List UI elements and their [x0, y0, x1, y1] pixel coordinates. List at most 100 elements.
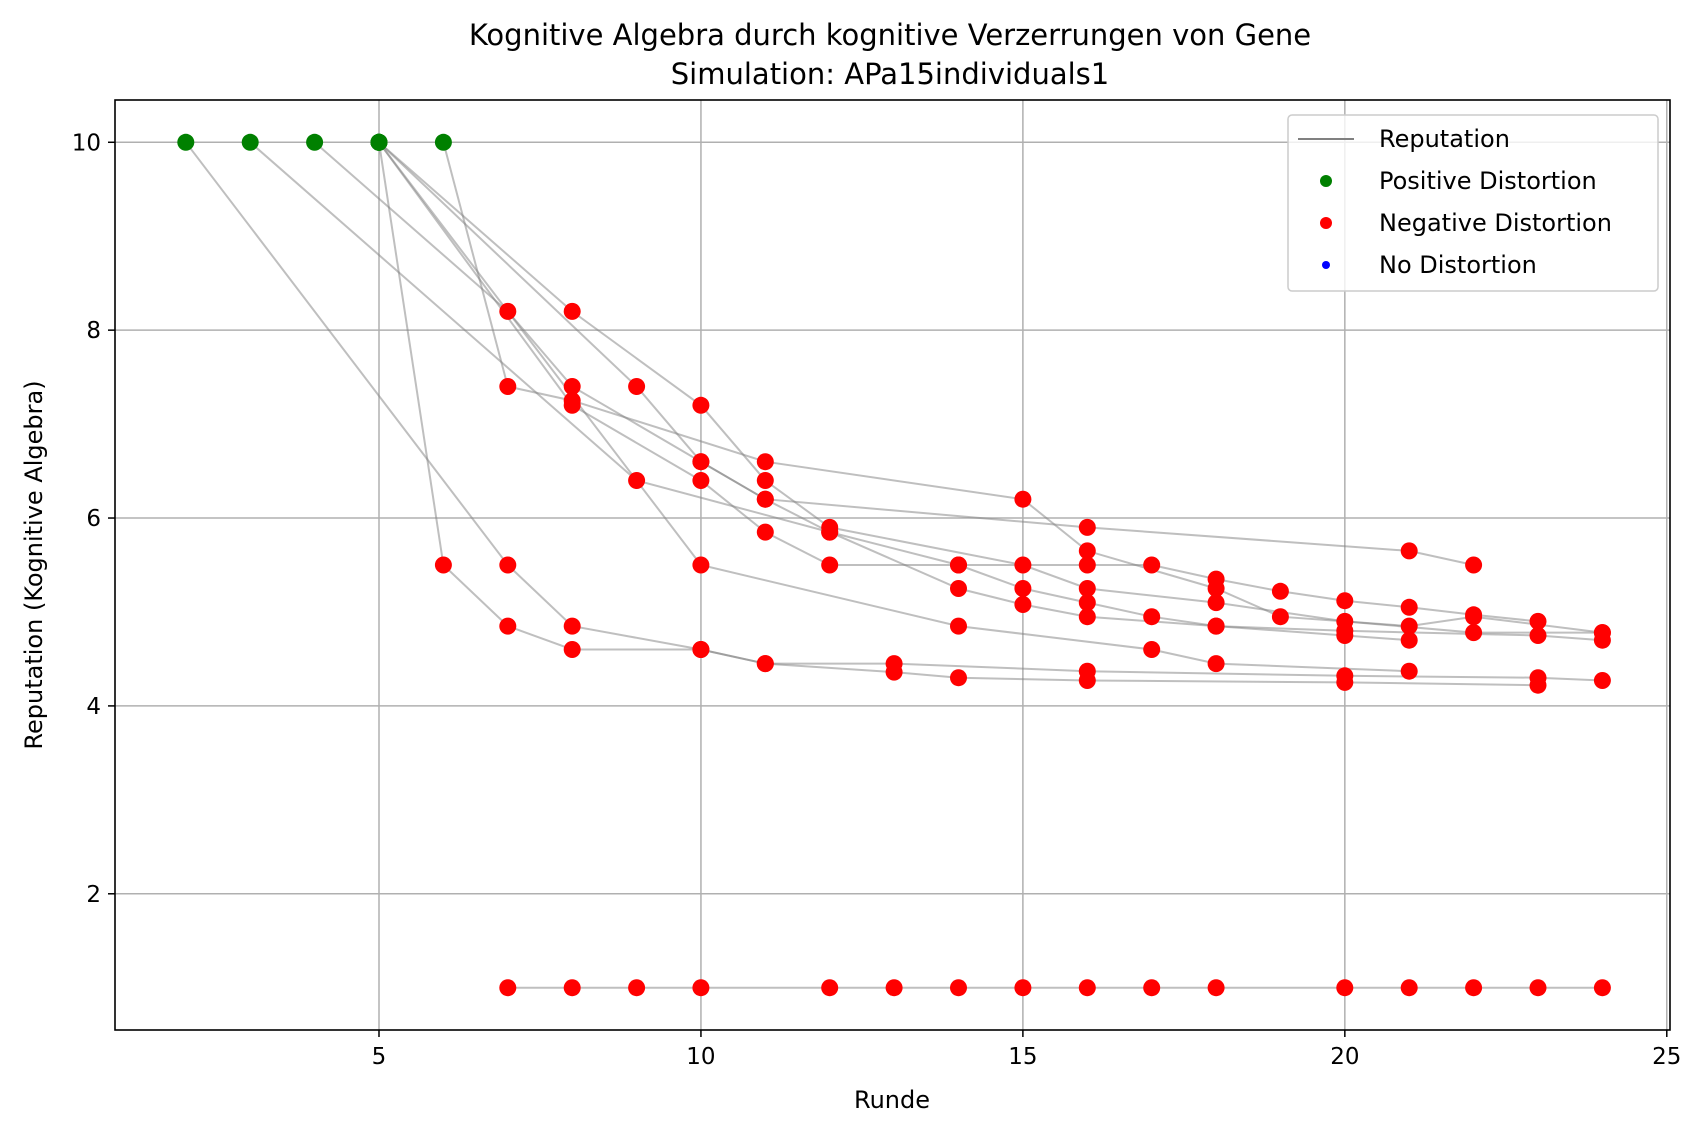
negative-point-3-5: [756, 655, 774, 673]
negative-point-9-10: [1207, 979, 1225, 997]
negative-point-7-10: [1593, 624, 1611, 642]
legend-marker-positive: [1320, 175, 1332, 187]
negative-point-3-9: [1529, 669, 1547, 687]
negative-point-5-4: [821, 556, 839, 574]
negative-point-2-6: [950, 580, 967, 597]
negative-point-9-1: [563, 979, 581, 997]
negative-point-3-10: [1593, 672, 1611, 689]
x-tick-label: 20: [1330, 1044, 1359, 1070]
negative-point-3-4: [692, 641, 710, 658]
negative-point-2-2: [563, 378, 581, 395]
x-axis-label: Runde: [854, 1086, 930, 1114]
positive-point-2-0: [306, 133, 324, 151]
negative-point-2-9: [1207, 617, 1225, 635]
y-tick-label: 8: [86, 318, 101, 344]
negative-point-8-5: [1400, 662, 1418, 680]
negative-point-9-13: [1465, 979, 1483, 997]
negative-point-9-5: [885, 979, 903, 997]
negative-point-9-7: [1014, 979, 1032, 997]
negative-point-7-7: [1271, 608, 1289, 626]
negative-point-9-0: [499, 979, 517, 997]
negative-point-5-2: [692, 472, 710, 489]
negative-point-5-5: [950, 556, 967, 574]
negative-point-1-5: [1078, 594, 1096, 612]
legend-label-none: No Distortion: [1379, 251, 1537, 279]
negative-point-3-2: [499, 617, 517, 635]
negative-point-3-7: [1078, 662, 1096, 680]
data-points: [177, 133, 1611, 997]
positive-point-1-0: [241, 133, 259, 151]
negative-point-9-14: [1529, 979, 1547, 997]
negative-point-2-1: [499, 302, 517, 320]
reputation-line-8: [378, 141, 1410, 673]
negative-point-8-3: [1143, 641, 1161, 658]
negative-point-1-4: [1014, 580, 1032, 597]
negative-point-4-1: [563, 302, 581, 320]
negative-point-5-9: [1271, 582, 1289, 600]
negative-point-7-5: [1078, 542, 1096, 560]
negative-point-7-9: [1465, 608, 1483, 626]
negative-point-7-1: [499, 378, 517, 395]
negative-point-9-4: [821, 979, 839, 997]
negative-point-6-2: [692, 453, 710, 471]
y-axis-label: Reputation (Kognitive Algebra): [20, 380, 48, 749]
positive-point-8-0: [370, 133, 388, 151]
negative-point-2-7: [1014, 596, 1032, 613]
negative-point-3-3: [563, 641, 581, 658]
reputation-line-5: [378, 141, 1539, 623]
negative-point-5-6: [1078, 556, 1096, 574]
legend-box: [1287, 114, 1659, 292]
plot-frame: [114, 99, 1671, 1031]
negative-point-6-4: [1078, 518, 1096, 536]
negative-point-6-1: [628, 378, 646, 395]
legend-label-negative: Negative Distortion: [1379, 209, 1612, 237]
reputation-line-0: [185, 141, 1539, 687]
legend: Reputation Positive Distortion Negative …: [1287, 114, 1659, 292]
x-tick-label: 10: [686, 1044, 715, 1070]
positive-point-0-0: [177, 133, 195, 151]
chart-subtitle: Simulation: APa15individuals1: [671, 57, 1109, 91]
negative-point-6-5: [1400, 542, 1418, 560]
negative-point-4-2: [692, 396, 710, 414]
negative-point-2-8: [1078, 608, 1096, 626]
negative-point-8-1: [692, 556, 710, 574]
negative-point-4-7: [1207, 594, 1225, 612]
negative-point-4-8: [1336, 612, 1354, 630]
y-tick-label: 2: [86, 882, 101, 908]
negative-point-3-1: [434, 556, 452, 574]
y-axis-ticks: 2 4 6 8 10: [72, 130, 115, 908]
negative-point-7-8: [1400, 617, 1418, 635]
negative-point-9-6: [950, 979, 967, 997]
negative-point-6-3: [756, 490, 774, 508]
y-tick-label: 10: [72, 130, 101, 156]
negative-point-7-4: [1014, 490, 1032, 508]
negative-point-5-3: [756, 523, 774, 541]
negative-point-6-6: [1465, 556, 1483, 574]
y-tick-label: 6: [86, 506, 101, 532]
negative-point-0-1: [499, 556, 517, 574]
negative-point-9-12: [1400, 979, 1418, 997]
negative-point-8-4: [1207, 655, 1225, 673]
negative-point-9-15: [1593, 979, 1611, 997]
negative-point-7-3: [756, 453, 774, 471]
negative-point-3-6: [885, 655, 903, 673]
negative-point-5-7: [1143, 556, 1161, 574]
negative-point-9-9: [1143, 979, 1161, 997]
negative-point-9-2: [628, 979, 646, 997]
negative-point-4-6: [1078, 580, 1096, 597]
x-tick-label: 25: [1652, 1044, 1681, 1070]
y-tick-label: 4: [86, 694, 101, 720]
negative-point-0-2: [563, 617, 581, 635]
negative-point-1-6: [1143, 608, 1161, 626]
negative-point-1-9: [1400, 631, 1418, 649]
negative-point-7-6: [1207, 580, 1225, 597]
negative-point-4-3: [756, 472, 774, 489]
negative-point-1-1: [628, 472, 646, 489]
legend-marker-negative: [1320, 217, 1332, 229]
negative-point-4-5: [1014, 556, 1032, 574]
negative-point-0-6: [950, 669, 967, 687]
negative-point-2-11: [1529, 627, 1547, 644]
negative-point-7-2: [563, 392, 581, 410]
negative-point-5-10: [1336, 592, 1354, 610]
x-axis-ticks: 5 10 15 20 25: [372, 1030, 1681, 1070]
